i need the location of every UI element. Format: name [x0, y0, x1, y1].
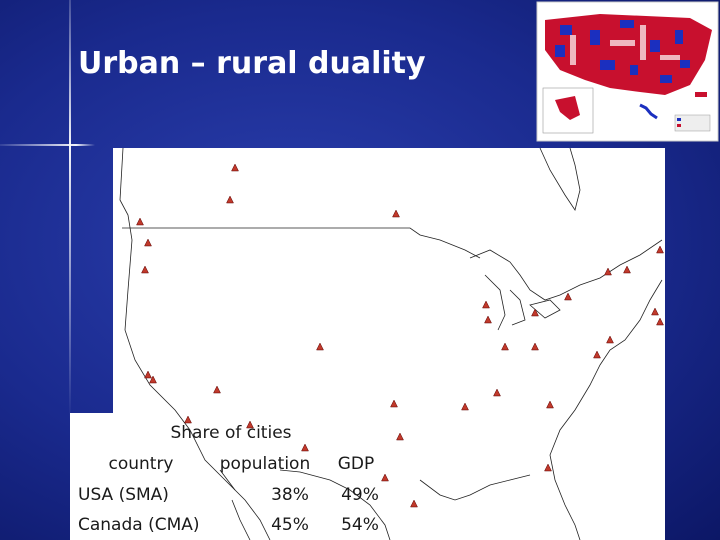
map-shape	[604, 267, 612, 276]
map-shape	[549, 279, 663, 540]
map-shape	[213, 385, 221, 394]
city-map	[70, 147, 665, 540]
map-shape	[122, 227, 481, 259]
table-cell: USA (SMA)	[78, 485, 169, 505]
map-shape	[651, 307, 659, 316]
map-shape	[410, 499, 418, 508]
map-shape	[119, 147, 271, 540]
map-shape	[570, 25, 680, 65]
deco-line	[69, 0, 71, 420]
map-shape	[392, 209, 400, 218]
map-shape	[149, 375, 157, 384]
map-shape	[531, 342, 539, 351]
map-shape	[390, 399, 398, 408]
table-header: population	[220, 454, 310, 474]
map-shape	[555, 20, 690, 83]
map-shape	[545, 14, 712, 95]
table-header: country	[108, 454, 173, 474]
map-shape	[501, 342, 509, 351]
map-shape	[144, 370, 152, 379]
map-shape	[546, 400, 554, 409]
share-table: Share of cities country population GDP U…	[78, 423, 379, 535]
map-shape	[544, 463, 552, 472]
map-shape	[623, 265, 631, 274]
table-cell: 45%	[271, 515, 309, 535]
slide-title: Urban – rural duality	[78, 46, 426, 81]
map-shape	[136, 217, 144, 226]
map-shape	[564, 292, 572, 301]
map-shape	[219, 469, 251, 540]
map-shape	[396, 432, 404, 441]
map-shape	[593, 350, 601, 359]
table-cell: 54%	[341, 515, 379, 535]
map-shape	[231, 163, 239, 172]
map-shape	[482, 300, 490, 309]
map-shape	[184, 415, 192, 424]
map-shape	[531, 308, 539, 317]
table-caption: Share of cities	[170, 423, 291, 443]
map-shape	[484, 274, 561, 331]
map-shape	[639, 103, 658, 120]
map-shape	[469, 239, 663, 301]
table-cell: 49%	[341, 485, 379, 505]
map-shape	[539, 147, 581, 211]
map-shape	[606, 335, 614, 344]
deco-line	[0, 144, 95, 146]
map-shape	[484, 315, 492, 324]
table-header: GDP	[338, 454, 375, 474]
map-shape	[246, 420, 254, 429]
map-shape	[141, 265, 149, 274]
map-shape	[493, 388, 501, 397]
map-shape	[461, 402, 469, 411]
inset-map	[536, 1, 719, 142]
map-shape	[656, 317, 664, 326]
map-shape	[301, 443, 309, 452]
map-shape	[316, 342, 324, 351]
map-shape	[656, 245, 664, 254]
map-shape	[144, 238, 152, 247]
table-cell: Canada (CMA)	[78, 515, 200, 535]
table-cell: 38%	[271, 485, 309, 505]
map-shape	[226, 195, 234, 204]
map-shape	[279, 469, 531, 540]
map-shape	[555, 96, 580, 120]
map-shape	[381, 473, 389, 482]
map-shape	[695, 92, 707, 97]
